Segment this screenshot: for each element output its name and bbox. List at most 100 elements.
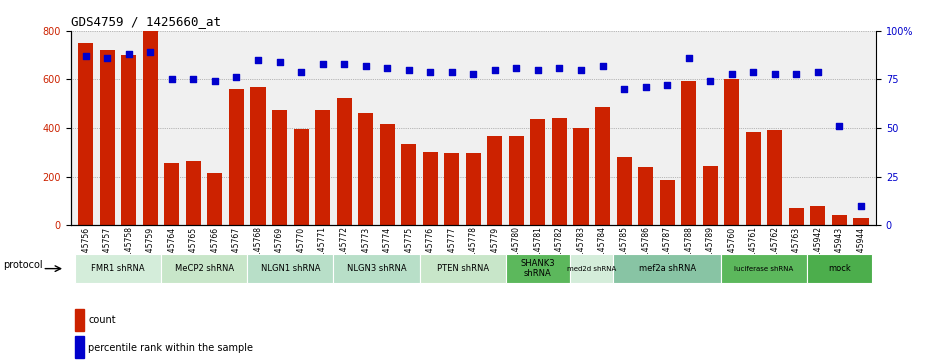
Bar: [703, 166, 718, 225]
Point: [703, 78, 718, 84]
Text: PTEN shRNA: PTEN shRNA: [436, 264, 489, 273]
Text: NLGN1 shRNA: NLGN1 shRNA: [261, 264, 320, 273]
Bar: [294, 129, 309, 225]
Bar: [315, 110, 330, 225]
Point: [272, 59, 287, 65]
Point: [509, 65, 524, 71]
Bar: [207, 173, 222, 225]
Bar: [161, 254, 247, 283]
Bar: [638, 167, 653, 225]
Bar: [247, 254, 333, 283]
Point: [595, 63, 610, 69]
Point: [574, 67, 589, 73]
Point: [315, 61, 330, 67]
Bar: [336, 98, 351, 225]
Point: [401, 67, 416, 73]
Point: [810, 69, 825, 74]
Point: [251, 57, 266, 63]
Text: NLGN3 shRNA: NLGN3 shRNA: [347, 264, 406, 273]
Bar: [509, 136, 524, 225]
Bar: [229, 89, 244, 225]
Point: [617, 86, 632, 92]
Point: [487, 67, 502, 73]
Bar: [465, 154, 481, 225]
Bar: [659, 180, 674, 225]
Text: SHANK3
shRNA: SHANK3 shRNA: [521, 259, 555, 278]
Point: [336, 61, 351, 67]
Point: [681, 55, 696, 61]
Point: [638, 84, 653, 90]
Bar: [358, 113, 373, 225]
Bar: [810, 205, 825, 225]
Bar: [401, 144, 416, 225]
Bar: [768, 130, 783, 225]
Bar: [164, 163, 179, 225]
Bar: [100, 50, 115, 225]
Point: [445, 69, 460, 74]
Point: [788, 71, 804, 77]
Text: FMR1 shRNA: FMR1 shRNA: [91, 264, 145, 273]
Bar: [746, 132, 761, 225]
Bar: [552, 118, 567, 225]
Point: [465, 71, 480, 77]
Bar: [272, 110, 287, 225]
Bar: [186, 161, 201, 225]
Point: [143, 49, 158, 55]
Text: med2d shRNA: med2d shRNA: [567, 266, 616, 272]
Bar: [487, 136, 502, 225]
Point: [746, 69, 761, 74]
Bar: [251, 87, 266, 225]
Bar: [681, 81, 696, 225]
Point: [552, 65, 567, 71]
Text: percentile rank within the sample: percentile rank within the sample: [89, 343, 253, 352]
Point: [768, 71, 783, 77]
Bar: [724, 79, 739, 225]
Text: GDS4759 / 1425660_at: GDS4759 / 1425660_at: [71, 15, 220, 28]
Text: protocol: protocol: [4, 260, 43, 270]
Bar: [75, 254, 161, 283]
Point: [659, 82, 674, 88]
Point: [294, 69, 309, 74]
Bar: [788, 208, 804, 225]
Bar: [506, 254, 570, 283]
Point: [358, 63, 373, 69]
Bar: [853, 218, 869, 225]
Text: mef2a shRNA: mef2a shRNA: [639, 264, 696, 273]
Bar: [74, 337, 85, 358]
Bar: [807, 254, 871, 283]
Bar: [570, 254, 613, 283]
Point: [207, 78, 222, 84]
Bar: [613, 254, 721, 283]
Bar: [74, 309, 85, 331]
Bar: [333, 254, 419, 283]
Bar: [445, 154, 460, 225]
Bar: [122, 55, 137, 225]
Bar: [721, 254, 807, 283]
Bar: [423, 152, 438, 225]
Point: [164, 77, 179, 82]
Text: luciferase shRNA: luciferase shRNA: [735, 266, 794, 272]
Point: [423, 69, 438, 74]
Point: [122, 51, 137, 57]
Point: [229, 74, 244, 80]
Bar: [143, 31, 158, 225]
Point: [380, 65, 395, 71]
Bar: [574, 128, 589, 225]
Bar: [419, 254, 506, 283]
Point: [100, 55, 115, 61]
Bar: [832, 215, 847, 225]
Text: count: count: [89, 315, 116, 325]
Text: mock: mock: [828, 264, 851, 273]
Bar: [617, 157, 632, 225]
Text: MeCP2 shRNA: MeCP2 shRNA: [174, 264, 234, 273]
Point: [724, 71, 739, 77]
Point: [530, 67, 545, 73]
Bar: [78, 43, 93, 225]
Point: [853, 203, 869, 208]
Point: [186, 77, 201, 82]
Bar: [530, 119, 545, 225]
Bar: [595, 107, 610, 225]
Point: [832, 123, 847, 129]
Point: [78, 53, 93, 59]
Bar: [380, 124, 395, 225]
